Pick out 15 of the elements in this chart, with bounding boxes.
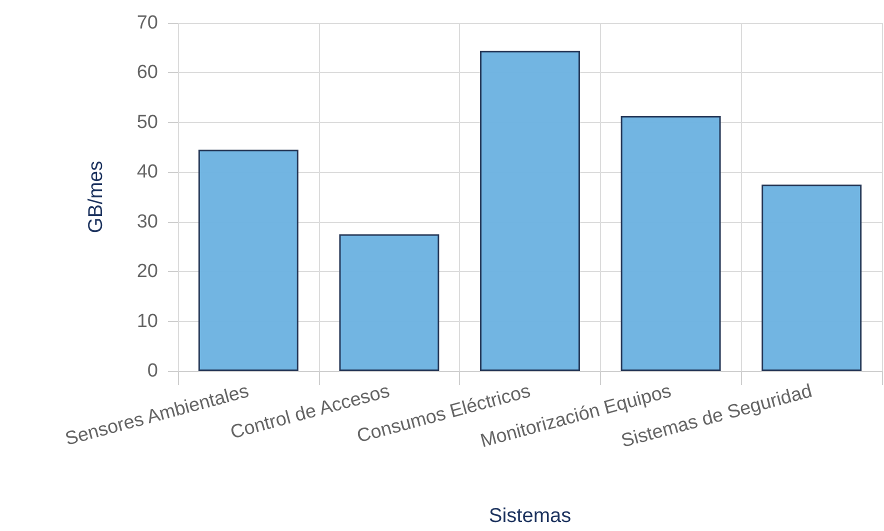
bar <box>339 234 440 371</box>
bar <box>620 116 721 371</box>
y-tick-label: 0 <box>147 360 158 382</box>
y-tick-label: 70 <box>136 12 158 34</box>
bar <box>198 150 298 371</box>
bar <box>762 184 862 371</box>
x-axis-title: Sistemas <box>488 505 572 527</box>
y-tick-label: 60 <box>136 62 158 84</box>
y-tick-label: 40 <box>136 162 158 183</box>
bar <box>480 50 580 371</box>
y-axis-title: GB/mes <box>85 160 107 234</box>
y-tick-label: 50 <box>136 112 158 133</box>
y-tick-label: 20 <box>136 261 158 282</box>
y-tick-label: 30 <box>136 211 158 232</box>
y-tick-label: 10 <box>136 310 158 332</box>
